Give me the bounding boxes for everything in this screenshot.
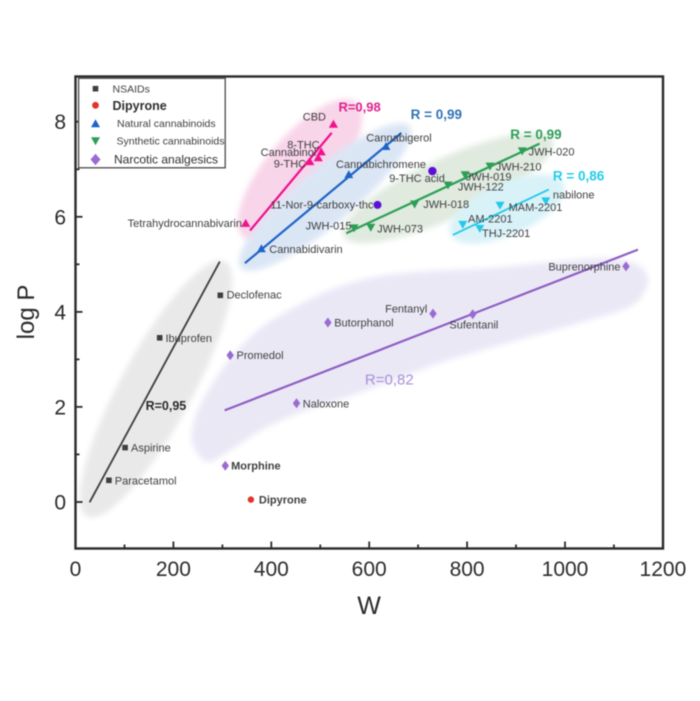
- svg-text:Fentanyl: Fentanyl: [385, 304, 427, 316]
- svg-text:Declofenac: Declofenac: [227, 290, 283, 302]
- svg-text:R = 0,86: R = 0,86: [553, 168, 605, 183]
- svg-text:JWH-073: JWH-073: [377, 223, 423, 235]
- svg-text:Aspirine: Aspirine: [131, 443, 171, 455]
- svg-text:MAM-2201: MAM-2201: [509, 202, 563, 214]
- svg-text:JWH-019: JWH-019: [466, 172, 512, 184]
- svg-text:Paracetamol: Paracetamol: [115, 475, 177, 487]
- svg-text:Narcotic analgesics: Narcotic analgesics: [114, 153, 218, 167]
- svg-text:AM-2201: AM-2201: [468, 214, 513, 226]
- svg-text:Ibuprofen: Ibuprofen: [166, 333, 212, 345]
- svg-text:Naloxone: Naloxone: [303, 398, 349, 410]
- svg-text:11-Nor-9-carboxy-thc: 11-Nor-9-carboxy-thc: [270, 199, 374, 211]
- svg-text:Dipyrone: Dipyrone: [113, 99, 167, 113]
- svg-text:Cannabichromene: Cannabichromene: [336, 159, 426, 171]
- svg-text:8-THC: 8-THC: [287, 139, 319, 151]
- svg-text:9-THC: 9-THC: [274, 159, 306, 171]
- svg-text:JWH-020: JWH-020: [529, 146, 575, 158]
- svg-text:CBD: CBD: [303, 112, 326, 124]
- svg-text:Cannabigerol: Cannabigerol: [366, 132, 431, 144]
- svg-text:Dipyrone: Dipyrone: [259, 495, 307, 507]
- svg-text:Natural cannabinoids: Natural cannabinoids: [117, 118, 216, 130]
- svg-text:JWH-210: JWH-210: [496, 162, 542, 174]
- svg-text:1200: 1200: [640, 558, 687, 581]
- svg-text:600: 600: [352, 558, 387, 581]
- svg-text:2: 2: [54, 396, 66, 419]
- svg-text:6: 6: [54, 206, 66, 229]
- svg-text:8: 8: [54, 111, 66, 134]
- svg-text:1000: 1000: [542, 558, 589, 581]
- svg-text:Buprenorphine: Buprenorphine: [548, 261, 620, 273]
- svg-text:THJ-2201: THJ-2201: [482, 228, 530, 240]
- svg-text:Butorphanol: Butorphanol: [334, 318, 393, 330]
- svg-text:800: 800: [450, 558, 485, 581]
- svg-text:Cannabinol: Cannabinol: [261, 147, 317, 159]
- svg-text:JWH-018: JWH-018: [423, 199, 469, 211]
- svg-text:W: W: [357, 592, 381, 620]
- svg-text:0: 0: [54, 492, 66, 515]
- svg-text:Sufentanil: Sufentanil: [449, 320, 498, 332]
- svg-text:Morphine: Morphine: [231, 460, 281, 472]
- svg-text:log P: log P: [13, 285, 40, 340]
- svg-text:Tetrahydrocannabivarin: Tetrahydrocannabivarin: [128, 218, 242, 230]
- svg-text:R = 0,99: R = 0,99: [411, 107, 462, 122]
- svg-text:JWH-015: JWH-015: [306, 221, 352, 233]
- svg-text:nabilone: nabilone: [553, 189, 595, 201]
- svg-text:R = 0,99: R = 0,99: [510, 127, 561, 142]
- svg-text:Synthetic cannabinoids: Synthetic cannabinoids: [117, 136, 225, 148]
- svg-text:Cannabidivarin: Cannabidivarin: [269, 244, 342, 256]
- svg-text:Promedol: Promedol: [237, 350, 284, 362]
- svg-text:NSAIDs: NSAIDs: [113, 83, 150, 95]
- svg-text:R=0,82: R=0,82: [365, 371, 414, 388]
- svg-text:9-THC acid: 9-THC acid: [389, 173, 445, 185]
- svg-text:JWH-122: JWH-122: [458, 182, 504, 194]
- svg-text:0: 0: [70, 558, 82, 581]
- svg-text:R=0,98: R=0,98: [338, 99, 380, 114]
- svg-text:400: 400: [254, 558, 289, 581]
- svg-text:R=0,95: R=0,95: [146, 399, 187, 413]
- svg-text:200: 200: [156, 558, 191, 581]
- svg-text:4: 4: [54, 301, 66, 324]
